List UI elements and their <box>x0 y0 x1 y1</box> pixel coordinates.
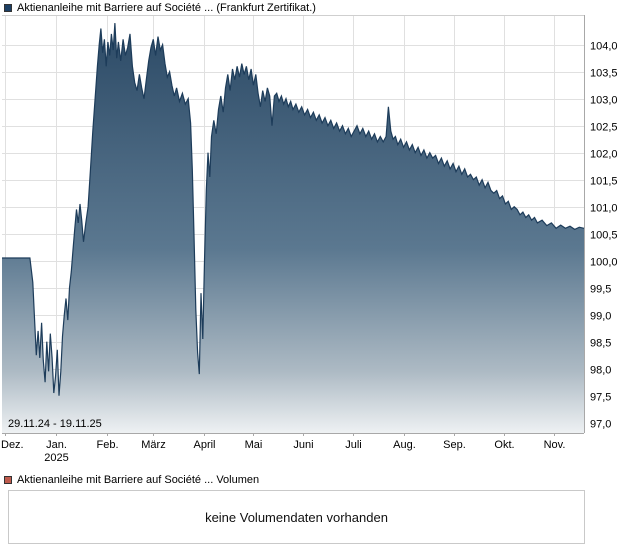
y-axis-label: 97,5 <box>590 392 611 404</box>
x-axis-label: Juli <box>345 439 362 451</box>
x-axis-label: Mai <box>245 439 263 451</box>
y-axis-label: 101,5 <box>590 176 618 188</box>
x-axis-sublabel: 2025 <box>44 452 68 464</box>
x-axis-label: Nov. <box>544 439 566 451</box>
y-axis-label: 101,0 <box>590 203 618 215</box>
no-volume-message: keine Volumendaten vorhanden <box>205 509 388 525</box>
y-axis-label: 103,0 <box>590 95 618 107</box>
x-axis-label: Feb. <box>96 439 118 451</box>
y-axis-label: 97,0 <box>590 419 611 431</box>
price-line <box>2 23 585 396</box>
y-axis-label: 102,5 <box>590 122 618 134</box>
x-axis-label: Okt. <box>494 439 514 451</box>
volume-series-swatch-icon <box>4 475 12 484</box>
x-axis-label: Aug. <box>393 439 416 451</box>
x-axis-label: Jan. <box>46 439 67 451</box>
y-axis-label: 99,5 <box>590 284 611 296</box>
y-axis-label: 98,0 <box>590 365 611 377</box>
y-axis-label: 99,0 <box>590 311 611 323</box>
x-axis-label: April <box>193 439 215 451</box>
x-axis-label: Dez. <box>1 439 24 451</box>
price-series-label: Aktienanleihe mit Barriere auf Société .… <box>17 1 316 14</box>
date-range-label: 29.11.24 - 19.11.25 <box>8 418 102 430</box>
volume-panel: keine Volumendaten vorhanden <box>8 490 585 544</box>
price-area <box>2 23 584 433</box>
price-series-swatch-icon <box>4 3 12 12</box>
y-axis-label: 100,5 <box>590 230 618 242</box>
price-chart-svg: 104,0 103,5 103,0 102,5 102,0 101,5 101,0 100,5… <box>1 15 618 464</box>
y-axis-label: 102,0 <box>590 149 618 161</box>
y-axis-label: 98,5 <box>590 338 611 350</box>
x-axis-label: März <box>141 439 165 451</box>
legend-top: Aktienanleihe mit Barriere auf Société .… <box>0 0 620 15</box>
y-axis-label: 104,0 <box>590 41 618 53</box>
x-axis-label: Juni <box>293 439 313 451</box>
y-axis-label: 100,0 <box>590 257 618 269</box>
y-axis-label: 103,5 <box>590 68 618 80</box>
legend-bottom: Aktienanleihe mit Barriere auf Société .… <box>0 472 620 487</box>
x-axis-label: Sep. <box>443 439 466 451</box>
volume-series-label: Aktienanleihe mit Barriere auf Société .… <box>17 473 260 486</box>
